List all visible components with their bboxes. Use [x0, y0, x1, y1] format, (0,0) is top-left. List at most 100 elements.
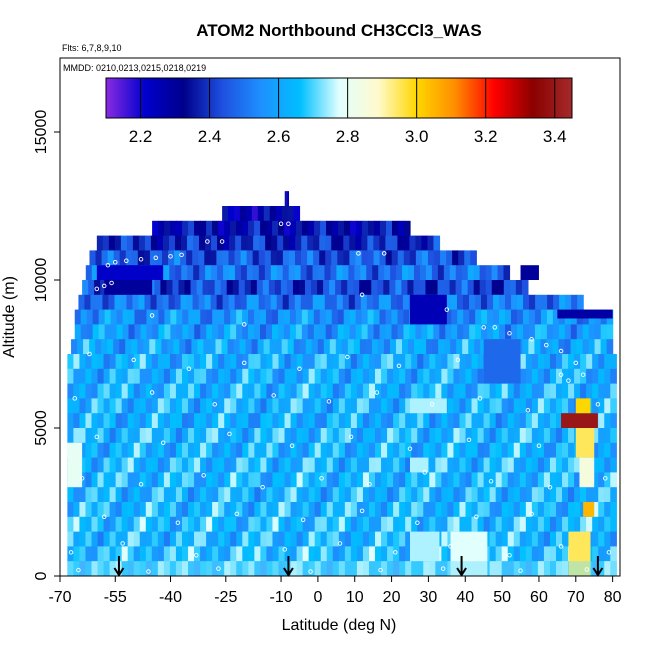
curtain-cell [101, 339, 108, 355]
curtain-cell [218, 442, 225, 458]
curtain-cell [501, 516, 509, 532]
sample-point [573, 360, 579, 366]
sample-point [219, 239, 225, 244]
curtain-cell [73, 487, 81, 503]
curtain-cell [296, 516, 304, 532]
curtain-cell [210, 250, 218, 266]
curtain-cell [152, 324, 160, 340]
curtain-cell [109, 472, 117, 488]
curtain-cell [435, 354, 442, 370]
colorbar-tick-label: 2.4 [198, 127, 222, 146]
curtain-cell [169, 428, 177, 444]
curtain-cell [592, 368, 599, 384]
sample-point [205, 239, 210, 244]
curtain-cell [206, 457, 213, 473]
curtain-cell [453, 442, 461, 458]
curtain-cell [332, 368, 340, 384]
curtain-cell [604, 398, 611, 414]
curtain-cell [495, 383, 503, 399]
curtain-cell [565, 294, 572, 310]
curtain-cell [332, 220, 339, 236]
curtain-cell [91, 516, 99, 532]
curtain-cell [338, 516, 346, 532]
curtain-cell [180, 235, 188, 251]
curtain-cell [362, 220, 369, 236]
curtain-cell [470, 250, 477, 266]
curtain-cell [296, 368, 304, 384]
curtain-cell [78, 294, 86, 310]
curtain-cell [132, 294, 140, 310]
curtain-cell [151, 487, 159, 503]
curtain-cell [437, 280, 445, 296]
curtain-cell [405, 531, 412, 547]
curtain-cell [163, 531, 171, 547]
curtain-cell [242, 324, 249, 340]
curtain-cell [417, 516, 424, 532]
curtain-cell [592, 442, 599, 458]
curtain-cell [236, 502, 243, 518]
curtain-cell [234, 265, 242, 281]
curtain-cell [308, 442, 316, 458]
curtain-cell [555, 472, 563, 488]
curtain-cell [272, 487, 280, 503]
curtain-cell [326, 413, 334, 429]
curtain-cell [200, 546, 207, 562]
curtain-cell [115, 516, 123, 532]
curtain-cell [447, 383, 455, 399]
curtain-cell [224, 531, 231, 547]
curtain-cell [592, 546, 599, 562]
curtain-cell [266, 502, 274, 518]
curtain-cell [301, 250, 308, 266]
curtain-cell [67, 487, 75, 503]
curtain-cell [272, 383, 280, 399]
curtain-cell [67, 502, 75, 518]
curtain-cell [441, 442, 449, 458]
curtain-cell [92, 309, 100, 325]
curtain-cell [254, 561, 262, 576]
curtain-cell [362, 354, 370, 370]
curtain-cell [507, 502, 515, 518]
curtain-cell [260, 413, 268, 429]
curtain-cell [103, 383, 111, 399]
curtain-cell [568, 487, 575, 503]
curtain-cell [501, 531, 509, 547]
curtain-feature [410, 531, 440, 562]
curtain-cell [200, 561, 207, 576]
curtain-cell [405, 546, 412, 562]
curtain-cell [344, 472, 352, 488]
curtain-cell [441, 457, 449, 473]
curtain-cell [265, 324, 273, 340]
curtain-cell [284, 442, 292, 458]
curtain-cell [248, 502, 255, 518]
curtain-cell [375, 354, 382, 370]
curtain-cell [387, 368, 394, 384]
curtain-cell [296, 487, 304, 503]
curtain-cell [353, 339, 361, 355]
curtain-cell [435, 368, 442, 384]
curtain-cell [260, 354, 268, 370]
curtain-cell [361, 250, 369, 266]
curtain-cell [531, 354, 539, 370]
curtain-cell [429, 516, 436, 532]
curtain-cell [302, 442, 310, 458]
curtain-cell [455, 265, 463, 281]
curtain-cell [379, 324, 387, 340]
curtain-cell [212, 220, 219, 236]
curtain-cell [84, 294, 92, 310]
curtain-cell [218, 220, 225, 236]
curtain-cell [598, 442, 605, 458]
curtain-cell [73, 428, 81, 444]
curtain-cell [157, 487, 165, 503]
curtain-cell [181, 516, 189, 532]
curtain-cell [192, 294, 200, 310]
curtain-cell [221, 339, 229, 355]
curtain-cell [402, 294, 410, 310]
curtain-cell [555, 516, 563, 532]
curtain-cell [459, 413, 467, 429]
curtain-cell [375, 472, 382, 488]
curtain-cell [441, 516, 449, 532]
curtain-cell [405, 413, 412, 429]
curtain-cell [337, 250, 344, 266]
curtain-cell [531, 502, 539, 518]
curtain-cell [151, 383, 159, 399]
